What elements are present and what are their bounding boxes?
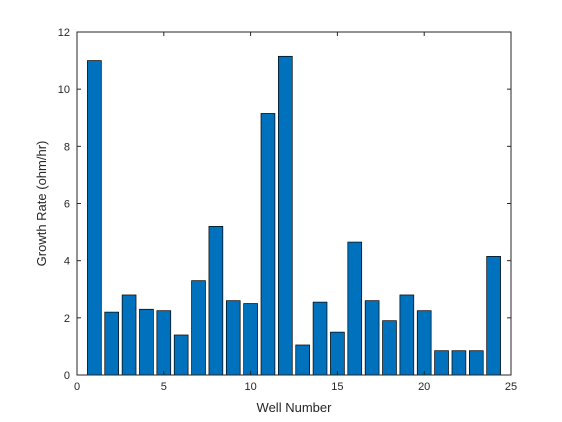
bar-well-3 xyxy=(121,294,137,376)
y-tick-label-12: 12 xyxy=(58,27,70,39)
bar-well-5 xyxy=(156,310,172,376)
y-tick-label-8: 8 xyxy=(64,141,70,153)
bar-well-15 xyxy=(330,331,345,376)
bar-well-20 xyxy=(416,310,432,376)
x-tick-label-15: 15 xyxy=(331,381,343,393)
bar-well-24 xyxy=(486,256,501,376)
bar-well-21 xyxy=(434,350,449,376)
bar-well-4 xyxy=(139,308,154,376)
y-tick-label-6: 6 xyxy=(64,199,70,211)
y-axis-ticks: 0 2 4 6 8 10 12 xyxy=(58,27,511,382)
x-tick-label-0: 0 xyxy=(74,381,80,393)
y-axis-label: Growth Rate (ohm/hr) xyxy=(34,141,49,267)
y-tick-label-4: 4 xyxy=(64,256,70,268)
bar-well-13 xyxy=(295,344,310,376)
bar-well-12 xyxy=(278,55,293,376)
y-tick-label-0: 0 xyxy=(64,370,70,382)
x-tick-label-20: 20 xyxy=(418,381,430,393)
bar-well-18 xyxy=(382,320,397,376)
bar-well-10 xyxy=(243,303,258,376)
y-tick-label-10: 10 xyxy=(58,84,70,96)
bar-well-14 xyxy=(312,301,328,376)
bar-well-22 xyxy=(451,350,467,376)
bar-well-9 xyxy=(225,300,241,376)
bar-well-23 xyxy=(468,350,484,376)
x-axis-ticks: 0 5 10 15 20 25 xyxy=(74,32,517,393)
bar-well-1 xyxy=(87,60,102,376)
bar-well-7 xyxy=(191,280,206,376)
y-tick-label-2: 2 xyxy=(64,313,70,325)
bar-well-2 xyxy=(104,311,120,376)
bar-well-17 xyxy=(364,300,380,376)
bar-well-11 xyxy=(260,113,276,376)
x-tick-label-5: 5 xyxy=(161,381,167,393)
x-tick-label-10: 10 xyxy=(244,381,256,393)
bar-well-19 xyxy=(399,294,415,376)
x-tick-label-25: 25 xyxy=(505,381,517,393)
bar-well-8 xyxy=(208,226,224,376)
bar-well-16 xyxy=(347,241,363,376)
bar-well-6 xyxy=(173,334,189,376)
x-axis-label: Well Number xyxy=(257,400,333,415)
